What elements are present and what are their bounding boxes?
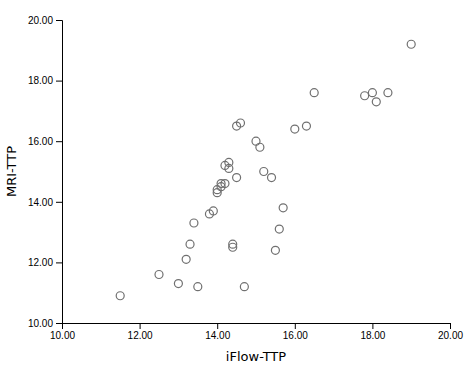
point [291,125,299,133]
point [236,119,244,127]
tick-mark [56,141,62,142]
tick-mark [140,323,141,329]
tick-label: 20.00 [28,15,53,26]
tick: 10.00 [28,318,62,329]
point [268,174,276,182]
tick-label: 16.00 [28,136,53,147]
point [225,164,233,172]
point [190,219,198,227]
tick-label: 10.00 [28,318,53,329]
point [155,271,163,279]
tick: 18.00 [28,75,62,86]
point [302,122,310,130]
point [233,174,241,182]
tick-label: 18.00 [28,75,53,86]
tick: 18.00 [360,323,385,341]
tick-mark [56,323,62,324]
plot: 10.00 12.00 14.00 16.00 18.00 20.00 10.00 12.00… [28,15,463,341]
tick-mark [295,323,296,329]
point [279,204,287,212]
tick-mark [56,20,62,21]
point [182,255,190,263]
tick: 14.00 [205,323,230,341]
point [260,168,268,176]
tick-mark [56,81,62,82]
tick-mark [372,323,373,329]
x-axis: 10.00 12.00 14.00 16.00 18.00 20.00 [50,323,463,341]
point [209,207,217,215]
tick: 12.00 [128,323,153,341]
point [186,240,194,248]
point [310,89,318,97]
tick-mark [450,323,451,329]
tick-label: 20.00 [438,330,463,341]
tick-label: 10.00 [50,330,75,341]
axis-line [56,21,63,324]
point [384,89,392,97]
tick-mark [56,262,62,263]
point [407,40,415,48]
tick-label: 14.00 [205,330,230,341]
point [361,92,369,100]
point [368,89,376,97]
tick-label: 18.00 [360,330,385,341]
tick-mark [217,323,218,329]
tick-label: 14.00 [28,197,53,208]
point [240,283,248,291]
tick: 16.00 [28,136,62,147]
point [221,180,229,188]
points [116,40,415,299]
point [271,246,279,254]
point [194,283,202,291]
point [275,225,283,233]
chart: 10.00 12.00 14.00 16.00 18.00 20.00 10.00 12.00… [0,0,474,371]
tick-mark [56,202,62,203]
tick: 10.00 [50,323,75,341]
tick-label: 12.00 [28,257,53,268]
point [256,143,264,151]
point [174,280,182,288]
tick: 12.00 [28,257,62,268]
tick: 20.00 [28,15,62,26]
tick: 14.00 [28,197,62,208]
point [372,98,380,106]
point [229,240,237,248]
tick: 20.00 [438,323,463,341]
point [116,292,124,300]
y-axis-title: MRI-TTP [4,146,19,197]
tick-label: 12.00 [128,330,153,341]
axis-line [63,324,451,330]
y-axis: 10.00 12.00 14.00 16.00 18.00 20.00 [28,15,63,329]
tick-label: 16.00 [283,330,308,341]
x-axis-title: iFlow-TTP [226,349,286,364]
tick: 16.00 [283,323,308,341]
